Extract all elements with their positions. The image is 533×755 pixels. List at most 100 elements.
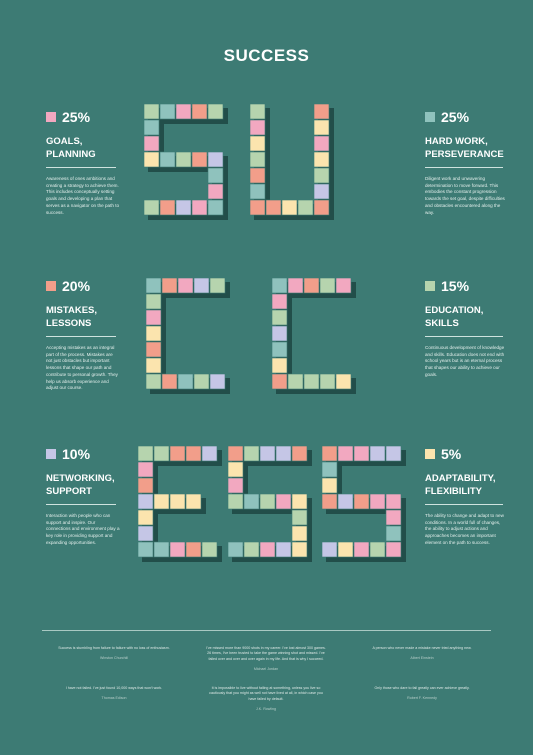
letter-block xyxy=(321,445,338,462)
letter-block xyxy=(159,199,176,216)
letter-block xyxy=(369,493,386,510)
letter-block xyxy=(287,373,304,390)
letter-block xyxy=(291,541,308,558)
stat-label: SKILLS xyxy=(425,318,459,329)
block-letters-group xyxy=(137,103,406,562)
letter-block xyxy=(143,119,160,136)
letter-block xyxy=(227,477,244,494)
letter-block xyxy=(185,541,202,558)
stat-description: Awareness of ones ambitions and creating… xyxy=(46,176,120,215)
stat-label: SUPPORT xyxy=(46,486,92,497)
divider xyxy=(425,167,503,168)
letter-block xyxy=(161,373,178,390)
stat-label: EDUCATION, xyxy=(425,305,484,316)
letter-block xyxy=(193,373,210,390)
letter-block xyxy=(227,541,244,558)
stat-goals-planning: 25% GOALS, PLANNING Awareness of ones amb… xyxy=(46,109,120,216)
stat-percent: 25% xyxy=(441,109,470,125)
stat-description: Continuous development of knowledge and … xyxy=(425,345,505,377)
quote: Only those who dare to fail greatly can … xyxy=(366,686,478,702)
letter-block xyxy=(191,151,208,168)
letter-block xyxy=(249,183,266,200)
letter-block xyxy=(319,373,336,390)
stat-hard-work-perseverance: 25% HARD WORK, PERSEVERANCE Diligent work… xyxy=(425,109,505,216)
quote: A person who never made a mistake never … xyxy=(366,646,478,662)
letter-block xyxy=(385,493,402,510)
divider xyxy=(425,504,503,505)
letter-block xyxy=(145,357,162,374)
letter-block xyxy=(385,525,402,542)
quote-author: Albert Einstein xyxy=(410,656,434,661)
letter-block xyxy=(169,541,186,558)
page-title: SUCCESS xyxy=(223,46,310,65)
stat-label: MISTAKES, xyxy=(46,305,98,316)
letter-block xyxy=(275,445,292,462)
letter-block xyxy=(175,199,192,216)
color-swatch xyxy=(46,449,56,459)
letter-block xyxy=(137,509,154,526)
letter-block xyxy=(243,493,260,510)
letter-block xyxy=(159,103,176,120)
letter-block xyxy=(271,277,288,294)
quote-text: I have not failed. I've just found 10,00… xyxy=(65,686,163,690)
quote-author: Winston Churchill xyxy=(100,656,128,661)
block-letters-artwork xyxy=(137,103,406,562)
letter-block xyxy=(385,509,402,526)
stat-percent: 20% xyxy=(62,278,91,294)
letter-block xyxy=(369,541,386,558)
letter-block xyxy=(249,199,266,216)
stat-label: PERSEVERANCE xyxy=(425,149,504,160)
letter-block xyxy=(145,277,162,294)
quote: I've missed more than 9000 shots in my c… xyxy=(205,646,327,673)
divider xyxy=(46,167,116,168)
letter-block xyxy=(249,103,266,120)
quote-author: Michael Jordan xyxy=(253,667,279,672)
letter-block xyxy=(321,461,338,478)
letter-block xyxy=(321,493,338,510)
stat-label: NETWORKING, xyxy=(46,473,115,484)
letter-block xyxy=(145,325,162,342)
letter-block xyxy=(143,199,160,216)
letter-block xyxy=(249,167,266,184)
letter-block xyxy=(243,541,260,558)
letter-block xyxy=(249,151,266,168)
stat-adaptability-flexibility: 5% ADAPTABILITY, FLEXIBILITY The ability … xyxy=(425,446,505,547)
stat-description: Diligent work and unwavering determinati… xyxy=(425,176,505,215)
letter-block xyxy=(353,541,370,558)
letter-block xyxy=(243,445,260,462)
letter-block xyxy=(145,309,162,326)
divider xyxy=(46,336,116,337)
letter-block xyxy=(385,445,402,462)
letter-block xyxy=(249,119,266,136)
divider xyxy=(46,504,116,505)
letter-block xyxy=(337,541,354,558)
quote-text: A person who never made a mistake never … xyxy=(372,646,472,650)
letter-block xyxy=(291,509,308,526)
letter-block xyxy=(153,541,170,558)
letter-block xyxy=(313,119,330,136)
letter-block xyxy=(313,199,330,216)
letter-block xyxy=(185,493,202,510)
letter-block xyxy=(291,445,308,462)
letter-block xyxy=(145,293,162,310)
quote-text: Success is stumbling from failure to fai… xyxy=(58,646,170,650)
stat-percent: 15% xyxy=(441,278,470,294)
letter-block xyxy=(287,277,304,294)
quote-author: Robert F. Kennedy xyxy=(407,696,437,701)
color-swatch xyxy=(425,112,435,122)
letter-block xyxy=(275,541,292,558)
quote-author: J.K. Rowling xyxy=(256,707,276,712)
letter-block xyxy=(137,541,154,558)
color-swatch xyxy=(46,112,56,122)
letter-block xyxy=(191,199,208,216)
letter-block xyxy=(185,445,202,462)
letter-block xyxy=(143,103,160,120)
letter-block xyxy=(175,103,192,120)
letter-block xyxy=(335,277,352,294)
letter-block xyxy=(313,135,330,152)
letter-block xyxy=(207,183,224,200)
letter-block xyxy=(353,445,370,462)
letter-block xyxy=(177,277,194,294)
letter-block xyxy=(143,135,160,152)
footer-divider xyxy=(42,630,491,631)
